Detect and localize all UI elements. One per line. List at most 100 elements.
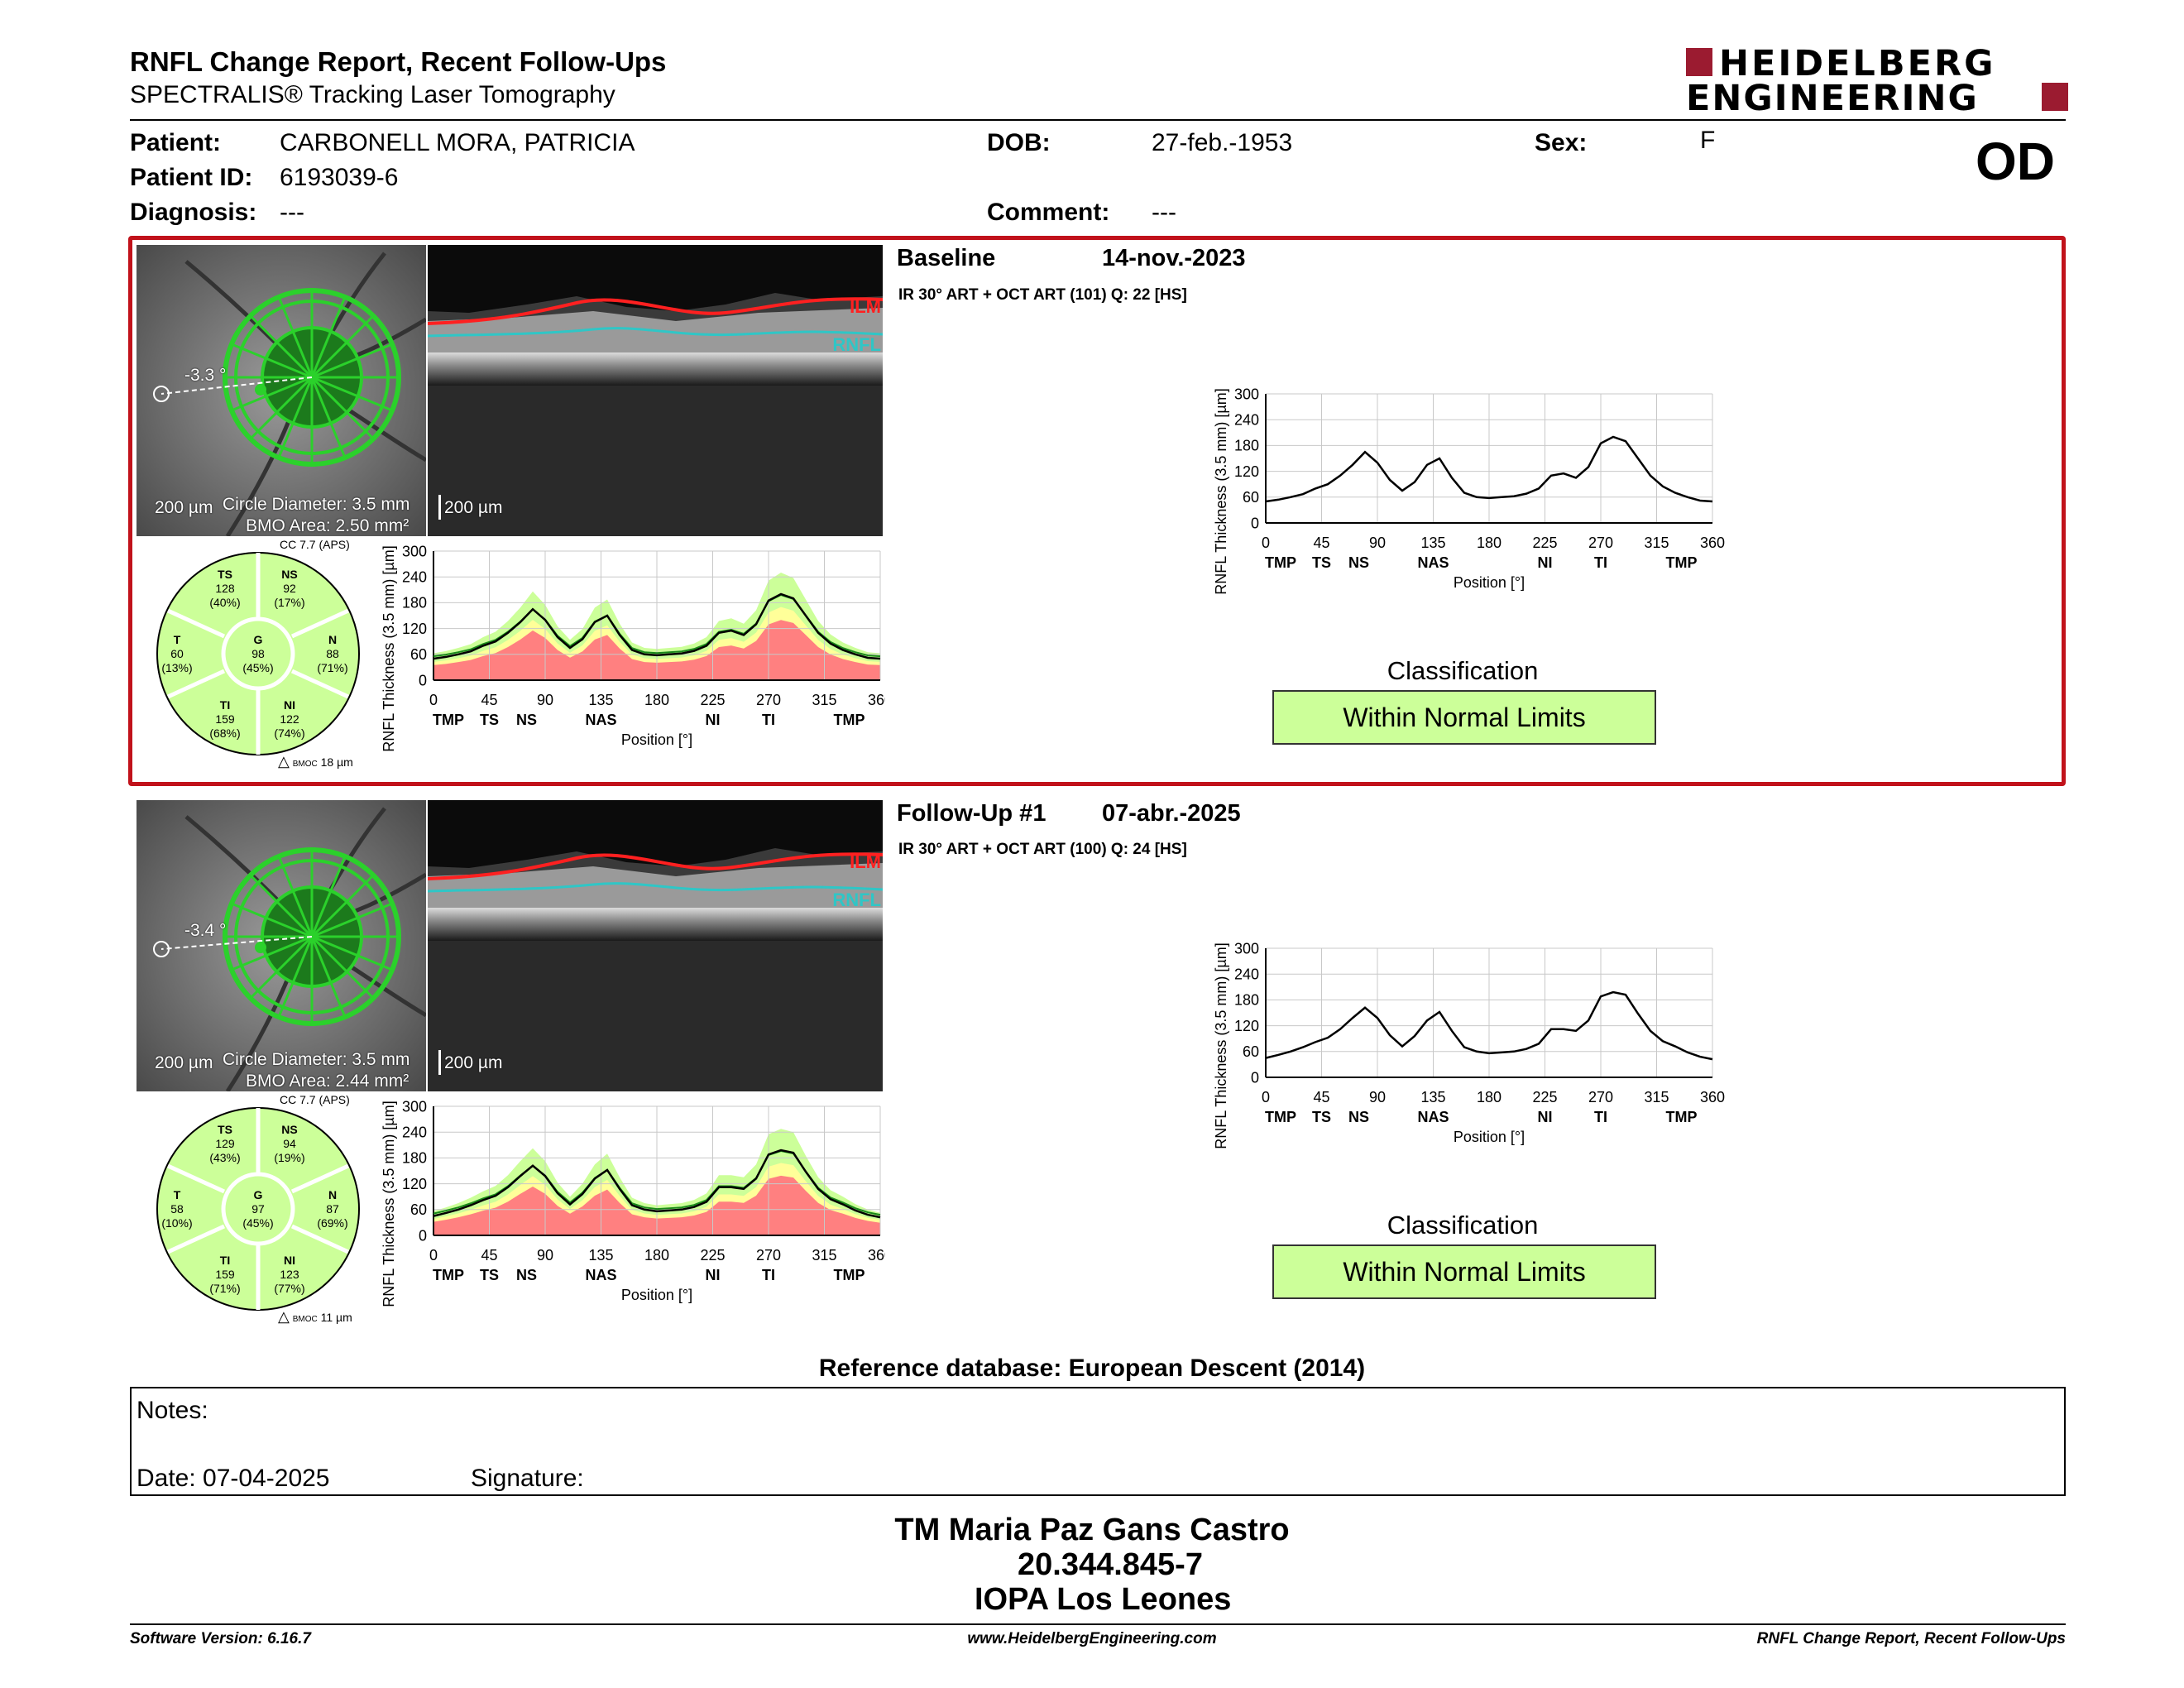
y-axis-label: RNFL Thickness (3.5 mm) [µm] xyxy=(381,1101,397,1307)
rnfl-label: RNFL xyxy=(832,334,881,355)
followup-normative-chart: 30024018012060004590135180225270315360TM… xyxy=(381,1098,885,1307)
footer-software: Software Version: 6.16.7 xyxy=(130,1630,311,1647)
sector-label: NAS xyxy=(1417,1109,1449,1125)
baseline-normative-chart: 30024018012060004590135180225270315360TM… xyxy=(381,543,885,751)
x-tick-label: 315 xyxy=(1644,535,1669,551)
comment-value: --- xyxy=(1152,199,1176,226)
circle-diameter: Circle Diameter: 3.5 mm xyxy=(223,1050,410,1069)
signer-institution: IOPA Los Leones xyxy=(975,1582,1232,1617)
report-subtitle: SPECTRALIS® Tracking Laser Tomography xyxy=(130,81,615,108)
y-tick-label: 0 xyxy=(419,672,427,688)
x-tick-label: 180 xyxy=(644,1247,669,1264)
x-tick-label: 315 xyxy=(812,692,836,708)
y-tick-label: 60 xyxy=(410,1201,427,1218)
sector-label: NI xyxy=(706,712,721,728)
x-tick-label: 180 xyxy=(1477,1089,1502,1105)
circle-diameter: Circle Diameter: 3.5 mm xyxy=(223,495,410,514)
sector-disc xyxy=(156,552,360,755)
y-axis-label: RNFL Thickness (3.5 mm) [µm] xyxy=(381,545,397,751)
oct-scale: 200 µm xyxy=(444,498,503,517)
bmoc-value: 18 µm xyxy=(320,755,353,769)
baseline-classification-box: Within Normal Limits xyxy=(1272,690,1656,745)
sector-label: TS xyxy=(480,1267,499,1283)
bmoc-label: △ BMOC 11 µm xyxy=(278,1308,352,1326)
signer-rut: 20.344.845-7 xyxy=(1018,1547,1203,1582)
notes-date: Date: 07-04-2025 xyxy=(136,1465,330,1492)
sex-value: F xyxy=(1700,127,1716,154)
oct-illustration xyxy=(428,293,883,536)
y-tick-label: 180 xyxy=(1234,992,1259,1009)
baseline-acq: IR 30° ART + OCT ART (101) Q: 22 [HS] xyxy=(898,286,1187,304)
y-tick-label: 120 xyxy=(1234,463,1259,480)
fundus-scale: 200 µm xyxy=(155,498,213,517)
bmoc-label: △ BMOC 18 µm xyxy=(278,753,353,770)
x-tick-label: 270 xyxy=(1588,535,1613,551)
y-tick-label: 300 xyxy=(1234,386,1259,402)
sector-g: G 97 (45%) xyxy=(242,1188,274,1230)
sector-ti: TI 159 (71%) xyxy=(209,1254,241,1295)
x-tick-label: 225 xyxy=(1532,1089,1557,1105)
y-tick-label: 240 xyxy=(1234,966,1259,983)
sector-label: TMP xyxy=(1666,554,1698,571)
sector-ti: TI 159 (68%) xyxy=(209,698,241,740)
fundus-illustration xyxy=(136,245,426,536)
cc-label: CC 7.7 (APS) xyxy=(280,538,350,551)
x-tick-label: 135 xyxy=(588,692,613,708)
oct-scale: 200 µm xyxy=(444,1053,503,1072)
x-tick-label: 225 xyxy=(1532,535,1557,551)
followup-oct-bscan: ILM RNFL 200 µm xyxy=(428,800,883,1091)
sector-label: NAS xyxy=(1417,554,1449,571)
thickness-line xyxy=(433,1149,881,1219)
sector-t: T 58 (10%) xyxy=(161,1188,193,1230)
sector-label: TMP xyxy=(433,1267,464,1283)
sector-label: TMP xyxy=(1265,554,1296,571)
x-tick-label: 135 xyxy=(1420,535,1445,551)
oct-illustration xyxy=(428,848,883,1091)
rnfl-label: RNFL xyxy=(832,890,881,910)
y-tick-label: 240 xyxy=(1234,412,1259,429)
sector-label: TI xyxy=(1594,1109,1607,1125)
x-tick-label: 90 xyxy=(1369,535,1386,551)
sector-label: TMP xyxy=(1666,1109,1698,1125)
x-tick-label: 180 xyxy=(644,692,669,708)
x-tick-label: 360 xyxy=(1700,1089,1725,1105)
heidelberg-logo: HEIDELBERG ENGINEERING xyxy=(1686,43,2068,119)
x-tick-label: 45 xyxy=(1313,1089,1329,1105)
x-tick-label: 45 xyxy=(1313,535,1329,551)
bmo-area: BMO Area: 2.50 mm² xyxy=(246,516,410,535)
sector-ts: TS 129 (43%) xyxy=(209,1123,241,1164)
x-tick-label: 270 xyxy=(1588,1089,1613,1105)
y-tick-label: 240 xyxy=(402,1125,427,1141)
bmoc-prefix: BMOC xyxy=(292,760,318,769)
bmoc-value: 11 µm xyxy=(320,1311,352,1324)
fundus-angle: -3.3 ° xyxy=(184,366,227,385)
y-axis-label: RNFL Thickness (3.5 mm) [µm] xyxy=(1213,388,1229,594)
y-tick-label: 240 xyxy=(402,569,427,586)
followup-fundus-image: -3.4 ° 200 µm Circle Diameter: 3.5 mm BM… xyxy=(136,800,426,1091)
sector-label: TS xyxy=(1312,554,1331,571)
y-tick-label: 60 xyxy=(410,646,427,663)
sector-g: G 98 (45%) xyxy=(242,633,274,674)
y-tick-label: 180 xyxy=(402,1150,427,1167)
sector-label: NS xyxy=(1348,1109,1369,1125)
sector-ni: NI 122 (74%) xyxy=(274,698,305,740)
sector-label: TS xyxy=(1312,1109,1331,1125)
y-tick-label: 300 xyxy=(402,543,427,559)
bmoc-prefix: BMOC xyxy=(292,1315,318,1324)
x-tick-label: 315 xyxy=(812,1247,836,1264)
x-axis-label: Position [°] xyxy=(621,1287,692,1303)
x-tick-label: 0 xyxy=(429,692,438,708)
y-tick-label: 180 xyxy=(1234,438,1259,454)
followup-classification-title: Classification xyxy=(1387,1211,1539,1240)
sector-label: NAS xyxy=(585,712,616,728)
baseline-oct-bscan: ILM RNFL 200 µm xyxy=(428,245,883,536)
sector-label: NS xyxy=(1348,554,1369,571)
x-tick-label: 135 xyxy=(1420,1089,1445,1105)
x-axis-label: Position [°] xyxy=(1454,1129,1525,1145)
sector-label: TI xyxy=(762,712,775,728)
footer-report-name: RNFL Change Report, Recent Follow-Ups xyxy=(1756,1630,2066,1647)
fundus-scale: 200 µm xyxy=(155,1053,213,1072)
diagnosis-value: --- xyxy=(280,199,304,226)
x-tick-label: 360 xyxy=(868,1247,885,1264)
dob-value: 27-feb.-1953 xyxy=(1152,129,1293,156)
